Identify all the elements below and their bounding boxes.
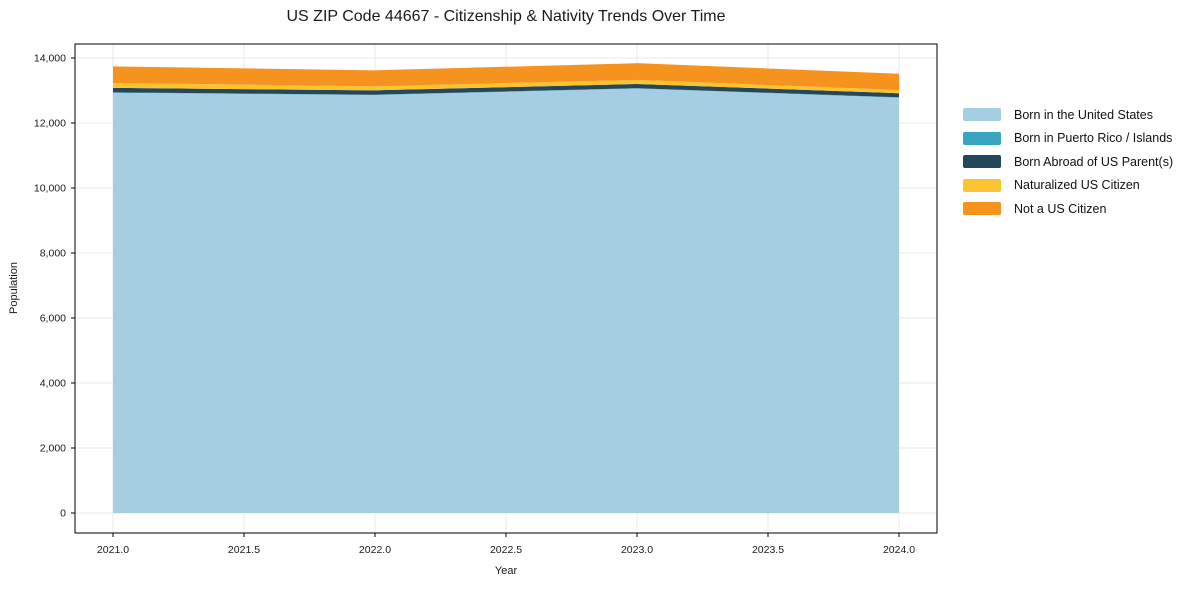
legend-item-naturalized-us-citizen: Naturalized US Citizen [963,174,1173,198]
y-tick-label: 8,000 [40,247,66,259]
legend-label: Born in the United States [1014,107,1153,122]
area-not-a-us-citizen [112,63,900,90]
legend-label: Naturalized US Citizen [1014,178,1140,193]
legend-swatch-icon [963,155,1001,169]
x-tick-label: 2021.0 [97,544,129,556]
area-born-abroad-of-us-parent-s [112,83,900,98]
legend-swatch-icon [963,202,1001,216]
y-tick-label: 4,000 [40,378,66,390]
x-axis-label: Year [494,565,518,577]
legend-label: Born Abroad of US Parent(s) [1014,154,1174,169]
legend: Born in the United States Born in Puerto … [963,103,1173,221]
legend-label: Born in Puerto Rico / Islands [1014,131,1173,146]
y-axis-label: Population [8,262,20,314]
legend-swatch-icon [963,178,1001,192]
area-born-in-the-united-states [112,88,900,514]
x-tick-label: 2024.0 [883,544,915,556]
legend-item-not-a-us-citizen: Not a US Citizen [963,197,1173,221]
legend-item-born-in-the-united-states: Born in the United States [963,103,1173,127]
legend-item-born-in-puerto-rico-islands: Born in Puerto Rico / Islands [963,127,1173,151]
legend-label: Not a US Citizen [1014,201,1107,216]
x-tick-label: 2022.0 [359,544,391,556]
y-tick-label: 14,000 [34,52,66,64]
y-tick-label: 0 [60,508,66,520]
area-naturalized-us-citizen [112,79,900,94]
legend-swatch-icon [963,108,1001,122]
x-tick-label: 2023.0 [621,544,653,556]
y-tick-label: 6,000 [40,312,66,324]
chart-title: US ZIP Code 44667 - Citizenship & Nativi… [286,8,726,25]
legend-item-born-abroad-of-us-parent-s: Born Abroad of US Parent(s) [963,150,1173,174]
x-tick-label: 2023.5 [752,544,784,556]
area-born-in-puerto-rico-islands [112,88,900,98]
legend-swatch-icon [963,131,1001,145]
x-tick-label: 2022.5 [490,544,522,556]
x-tick-label: 2021.5 [228,544,260,556]
y-tick-label: 12,000 [34,117,66,129]
y-tick-label: 2,000 [40,443,66,455]
y-tick-label: 10,000 [34,182,66,194]
